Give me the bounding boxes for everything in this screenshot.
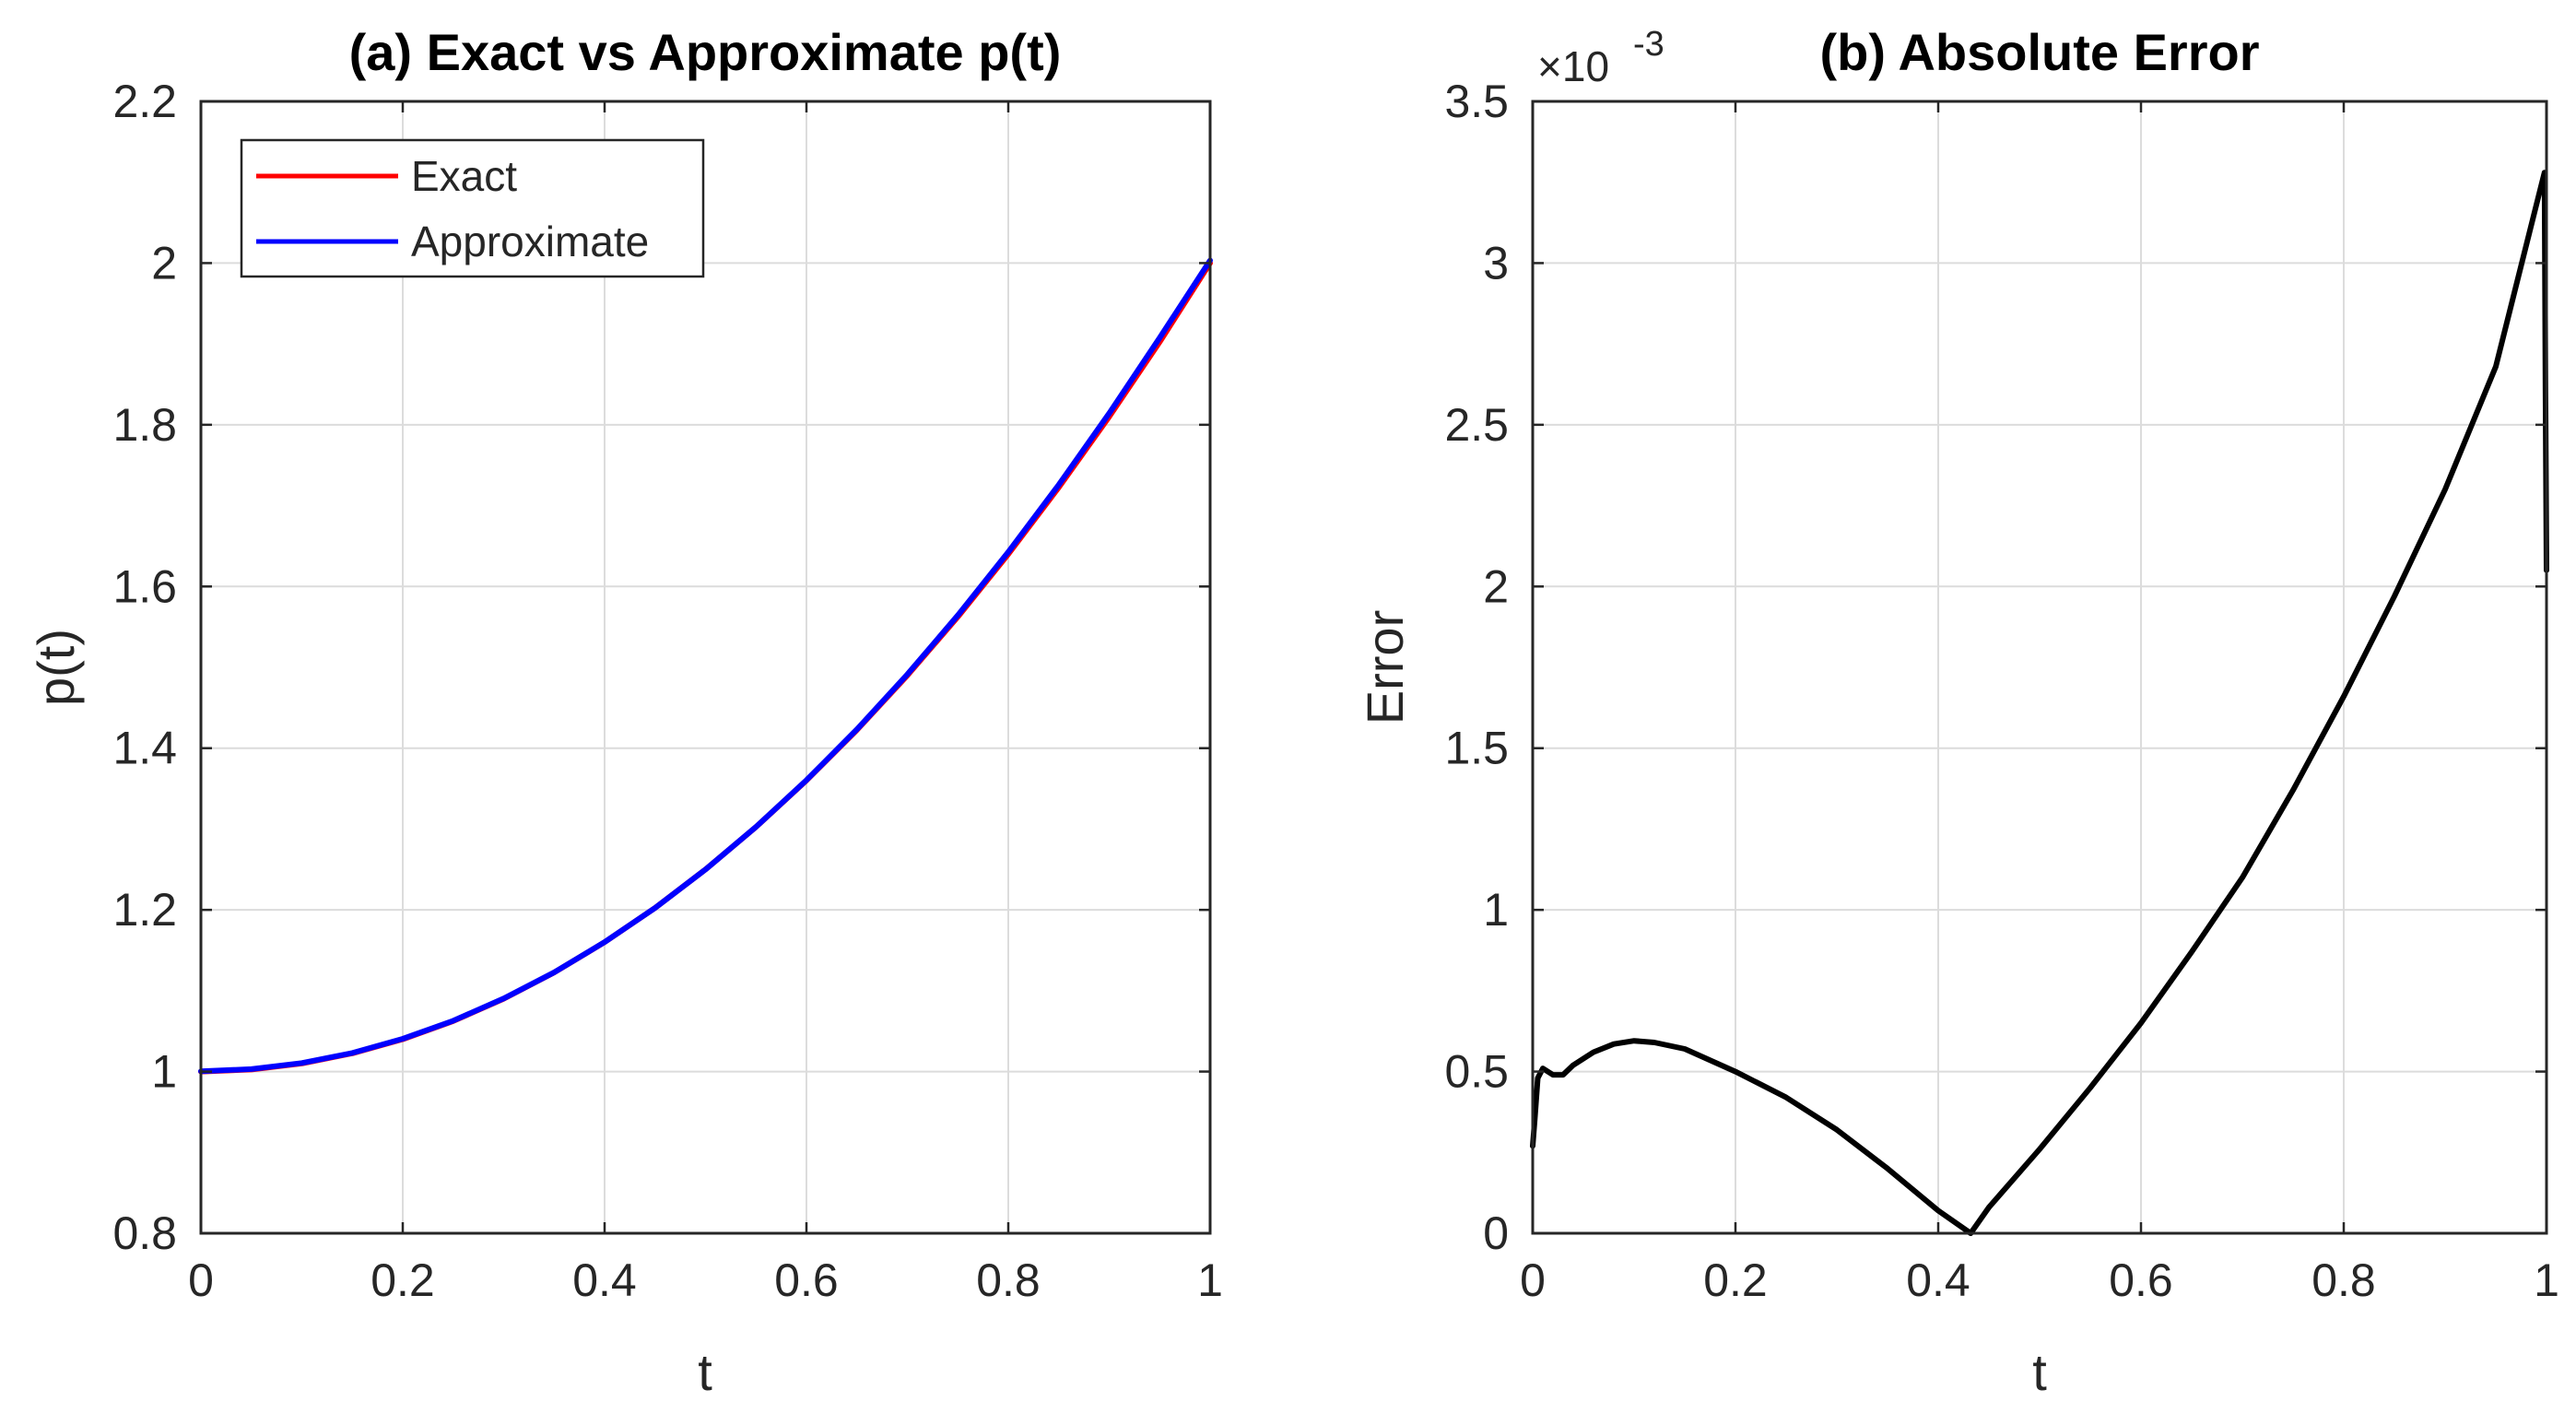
panel-a-xlabel: t [698,1343,712,1401]
panel-b-ticks: 0 0.2 0.4 0.6 0.8 1 0 0.5 1 1.5 2 2.5 3 3.5 [1444,76,2558,1306]
panel-a-ytick-label: 2 [151,237,177,288]
panel-a-xtick-label: 0.6 [774,1254,839,1306]
panel-a-legend: Exact Approximate [240,138,705,278]
panel-b-absolute-error: 0 0.2 0.4 0.6 0.8 1 0 0.5 1 1.5 2 2.5 3 3.5 (b) Absol… [1356,23,2559,1401]
panel-b-ytick-label: 2 [1483,560,1509,612]
panel-b-ytick-label: 0 [1483,1207,1509,1259]
panel-b-ytick-label: 0.5 [1444,1046,1509,1098]
legend-box [240,138,705,278]
panel-a-xtick-label: 0 [188,1254,214,1306]
exponent-base: ×10 [1537,42,1609,90]
panel-a-axes-box [199,100,1212,1235]
panel-b-ytick-label: 1.5 [1444,723,1509,774]
panel-b-xtick-label: 0.8 [2311,1254,2376,1306]
panel-b-xtick-label: 0.2 [1703,1254,1768,1306]
panel-b-xtick-label: 0.4 [1906,1254,1970,1306]
panel-b-ytick-label: 3 [1483,237,1509,288]
panel-a-plot-area [201,101,1210,1233]
panel-b-xtick-label: 1 [2534,1254,2559,1306]
panel-b-ytick-label: 2.5 [1444,399,1509,451]
panel-a-xtick-label: 1 [1197,1254,1223,1306]
panel-b-xtick-label: 0.6 [2109,1254,2173,1306]
panel-b-ytick-label: 3.5 [1444,76,1509,127]
panel-b-ytick-label: 1 [1483,884,1509,936]
panel-a-ytick-label: 1.2 [112,884,177,936]
panel-a-ytick-label: 1.4 [112,723,177,774]
panel-b-series [1530,170,2549,1236]
legend-exact-label: Exact [411,152,517,200]
exponent-power: -3 [1633,25,1664,64]
panel-a-xtick-label: 0.8 [976,1254,1041,1306]
panel-a-ticks: 0 0.2 0.4 0.6 0.8 1 0.8 1 1.2 1.4 1.6 1.8 2 2.2 [112,76,1222,1306]
panel-a-ytick-label: 1 [151,1046,177,1098]
legend-approximate-label: Approximate [411,218,649,265]
panel-b-axes-box [1531,100,2548,1235]
panel-a-ytick-label: 1.6 [112,560,177,612]
panel-a-ytick-label: 0.8 [112,1207,177,1259]
panel-a-ytick-label: 1.8 [112,399,177,451]
panel-a-xtick-label: 0.2 [371,1254,435,1306]
panel-a-grid [201,101,1210,1233]
panel-a-title: (a) Exact vs Approximate p(t) [349,23,1062,81]
panel-a-exact-vs-approximate: 0 0.2 0.4 0.6 0.8 1 0.8 1 1.2 1.4 1.6 1.8 2 2.2 (a) E… [27,23,1223,1401]
panel-a-ylabel: p(t) [27,629,85,706]
panel-b-series-error [1530,170,2549,1236]
panel-a-series-approximate [198,257,1213,1075]
panel-b-xlabel: t [2032,1343,2047,1401]
panel-b-exponent: ×10 -3 [1537,25,1664,90]
panel-b-title: (b) Absolute Error [1819,23,2259,81]
panel-b-grid [1533,101,2547,1233]
panel-a-series [198,257,1213,1075]
panel-b-plot-area [1533,101,2547,1233]
panel-b-ylabel: Error [1356,610,1414,724]
panel-a-ytick-label: 2.2 [112,76,177,127]
panel-b-xtick-label: 0 [1520,1254,1546,1306]
panel-a-xtick-label: 0.4 [572,1254,637,1306]
